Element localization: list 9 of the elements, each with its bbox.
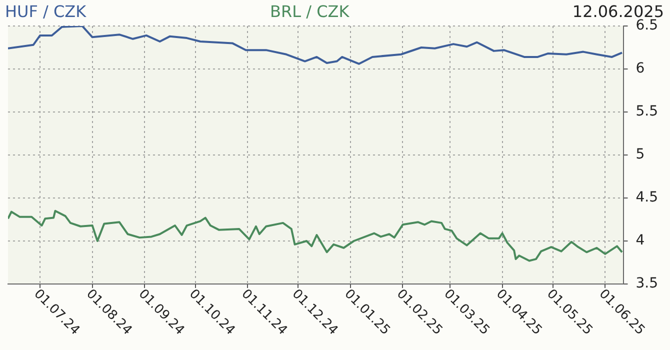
y-tick-label: 6.5 — [636, 18, 658, 34]
y-tick-label: 5 — [636, 146, 645, 163]
series-label: HUF / CZK — [5, 2, 86, 21]
y-tick-label: 5.5 — [636, 104, 658, 120]
text: BRL / CZK — [270, 2, 350, 21]
y-tick-label: 4.5 — [636, 190, 658, 206]
y-tick-label: 6 — [636, 60, 645, 77]
y-tick-label: 3.5 — [636, 276, 658, 292]
y-tick-label: 4 — [636, 232, 645, 249]
